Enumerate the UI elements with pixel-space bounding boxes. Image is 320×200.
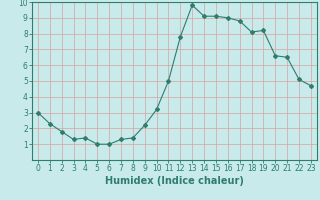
X-axis label: Humidex (Indice chaleur): Humidex (Indice chaleur): [105, 176, 244, 186]
